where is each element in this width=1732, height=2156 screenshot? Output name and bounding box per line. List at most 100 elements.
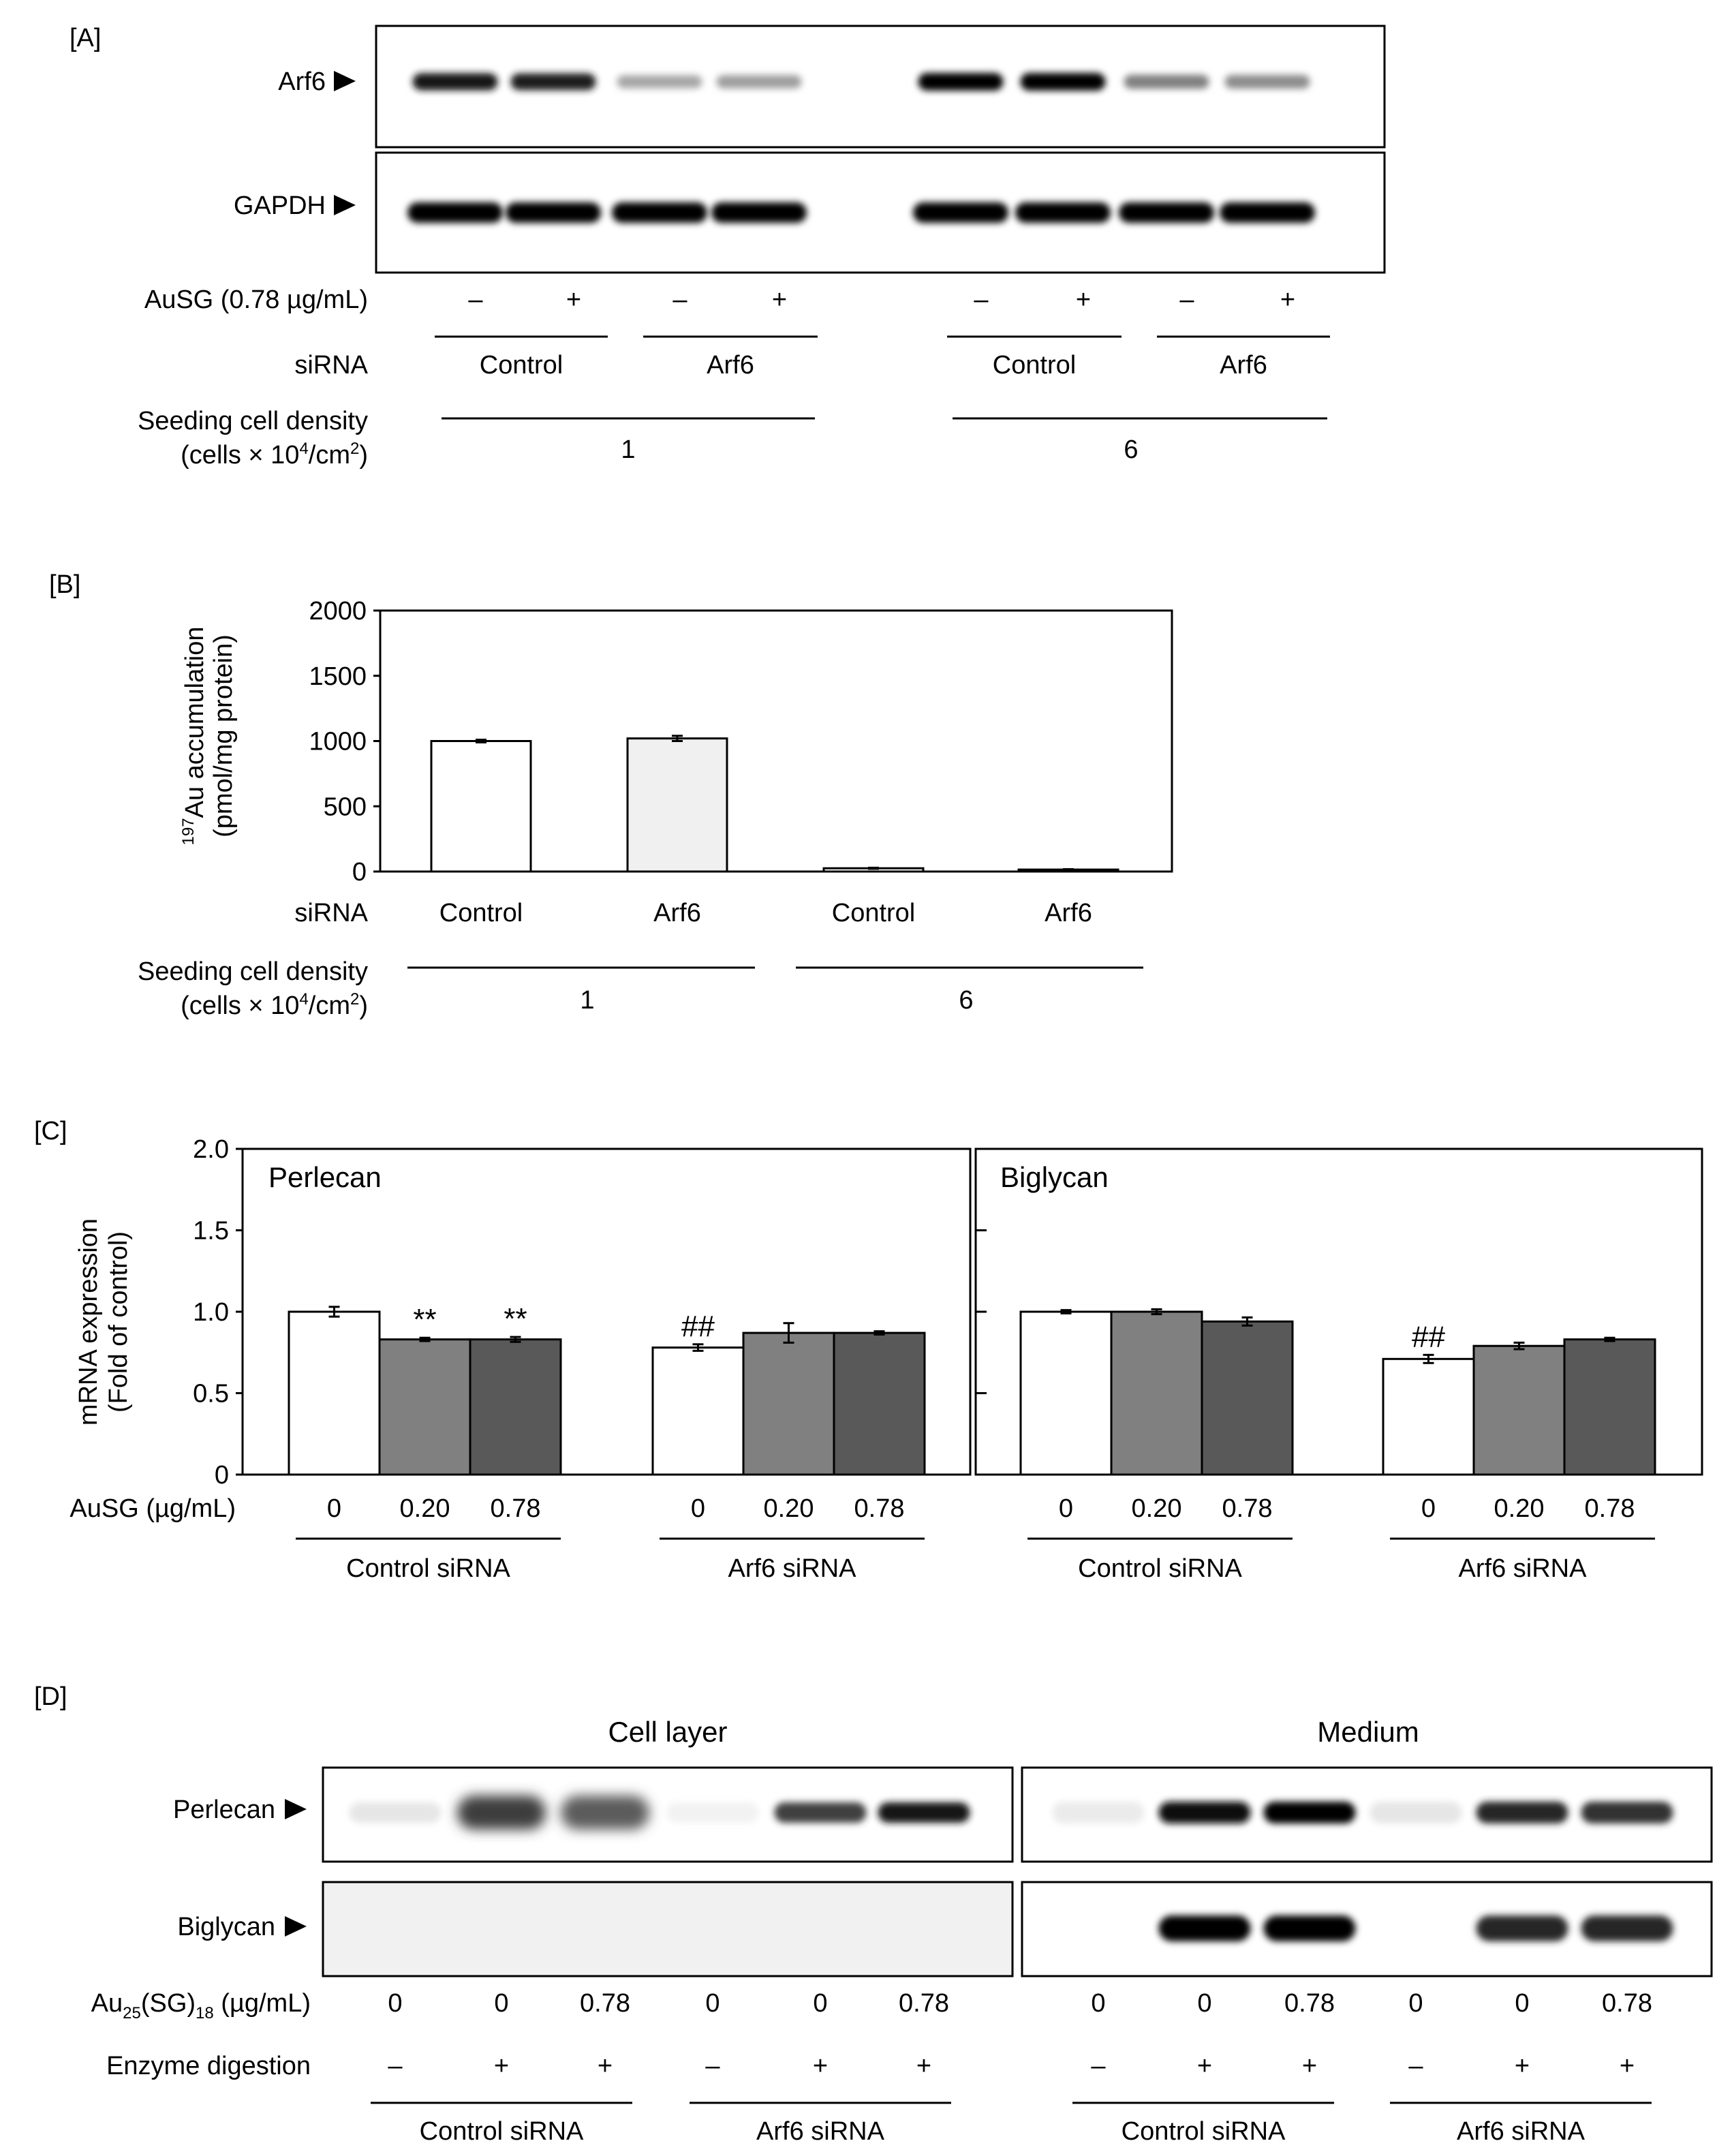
bar [833,1331,926,1476]
bar [626,737,728,873]
panel-c-categories: 0 0.20 0.78 Control siRNA 0 0.20 0.78 Arf6 siRN… [296,1494,1655,1583]
density-value: 1 [621,435,635,464]
sirna-group-label: Arf6 [1220,351,1267,380]
panel-a: [A] Arf6 GAPDH AuSG (0.78 µg/mL) – + – + – + –… [69,24,1386,469]
sirna-group-label: Arf6 [707,351,754,380]
conc-value: 0 [705,1989,720,2018]
bar [1201,1320,1294,1476]
enzyme-row-label: Enzyme digestion [106,2052,311,2080]
density-label: Seeding cell density [138,957,368,986]
panel-d-bands [349,1796,1673,1941]
category-label: 0.20 [1494,1494,1545,1523]
category-label: 0 [1059,1494,1073,1523]
enzyme-sign: + [916,2052,931,2080]
arf6-bands [412,73,1310,91]
group-label: Arf6 siRNA [728,1554,857,1583]
category-label: 0.20 [1132,1494,1182,1523]
panel-a-label: [A] [69,24,101,52]
bar [469,1338,562,1476]
significance-mark: ## [1412,1320,1445,1353]
bar [742,1331,835,1476]
density-label: Seeding cell density [138,407,368,435]
y-tick-label: 0 [352,858,367,887]
panel-b-bars [430,735,1119,873]
panel-c-y-axis: 0 0.5 1.0 1.5 2.0 [193,1135,987,1490]
sirna-group-label: Control [993,351,1077,380]
conc-value: 0 [1091,1989,1105,2018]
bar [1472,1344,1566,1476]
ausg-sign: + [566,286,581,314]
category-label: 0 [327,1494,341,1523]
panel-c-ylabel-unit: (Fold of control) [104,1231,133,1413]
bar [430,740,532,873]
ausg-sign: + [1280,286,1295,314]
bar [288,1310,381,1476]
ausg-sign: + [772,286,787,314]
panel-d-label: [D] [34,1682,67,1711]
gapdh-arrow-icon [334,195,356,215]
enzyme-sign: – [1408,2052,1423,2080]
perlecan-medium-band [1370,1802,1462,1823]
gapdh-band [711,202,807,223]
panel-c: [C] mRNA expression (Fold of control) 00… [34,1117,1703,1583]
panel-b-label: [B] [49,570,80,599]
category-label: 0.78 [1585,1494,1635,1523]
category-label: Control [439,899,523,927]
ausg-sign: – [672,286,687,314]
perlecan-arrow-icon [285,1799,307,1819]
enzyme-sign: + [1620,2052,1635,2080]
biglycan-medium-band [1263,1915,1356,1941]
biglycan-medium-band [1476,1915,1568,1941]
density-value: 6 [959,986,973,1015]
conc-value: 0.78 [1284,1989,1335,2018]
perlecan-medium-band [1581,1802,1673,1823]
y-tick-label: 1.5 [193,1217,229,1246]
ausg-sign: – [468,286,483,314]
perlecan-cell-band [878,1802,970,1823]
panel-b-ylabel: 197Au accumulation [179,627,209,846]
facet-title: Biglycan [1000,1161,1109,1193]
enzyme-sign: + [1197,2052,1212,2080]
category-label: Control [832,899,916,927]
gapdh-band [1015,202,1111,223]
perlecan-cell-band [561,1796,649,1830]
gapdh-band [506,202,601,223]
category-label: 0 [1421,1494,1436,1523]
y-tick-label: 0 [215,1461,229,1490]
bar [1110,1310,1203,1476]
panel-d: [D] Cell layer Medium Perlecan Biglycan … [34,1682,1713,2146]
category-label: 0.78 [1222,1494,1273,1523]
perlecan-medium-band [1052,1802,1145,1823]
gapdh-band [407,202,503,223]
gapdh-band [1220,202,1315,223]
ausg-row-label: AuSG (µg/mL) [69,1494,236,1523]
ausg-signs: – + – + – + – + [468,286,1295,314]
arf6-band [716,75,802,89]
conc-value: 0 [388,1989,402,2018]
biglycan-arrow-icon [285,1916,307,1937]
y-tick-label: 1000 [309,728,367,756]
arf6-band [617,75,702,89]
perlecan-cell-band [666,1802,759,1823]
bar [1382,1357,1475,1476]
arf6-band [510,73,596,91]
group-label: Arf6 siRNA [756,2117,885,2146]
category-label: 0.78 [854,1494,905,1523]
perlecan-medium-band [1263,1802,1356,1823]
bar [651,1346,745,1476]
enzyme-sign: – [1091,2052,1106,2080]
arf6-band [1224,74,1310,89]
panel-b: [B] 197Au accumulation (pmol/mg protein)… [49,570,1173,1020]
enzyme-sign: – [388,2052,403,2080]
conc-value: 0 [1197,1989,1211,2018]
density-value: 1 [580,986,594,1015]
conc-value: 0.78 [1602,1989,1652,2018]
conc-value: 0.78 [899,1989,949,2018]
gapdh-band [612,202,707,223]
perlecan-blot-label: Perlecan [173,1796,275,1824]
enzyme-sign: + [494,2052,509,2080]
category-label: 0.20 [764,1494,814,1523]
conc-value: 0 [494,1989,508,2018]
biglycan-cell-layer-frame [322,1881,1014,1977]
